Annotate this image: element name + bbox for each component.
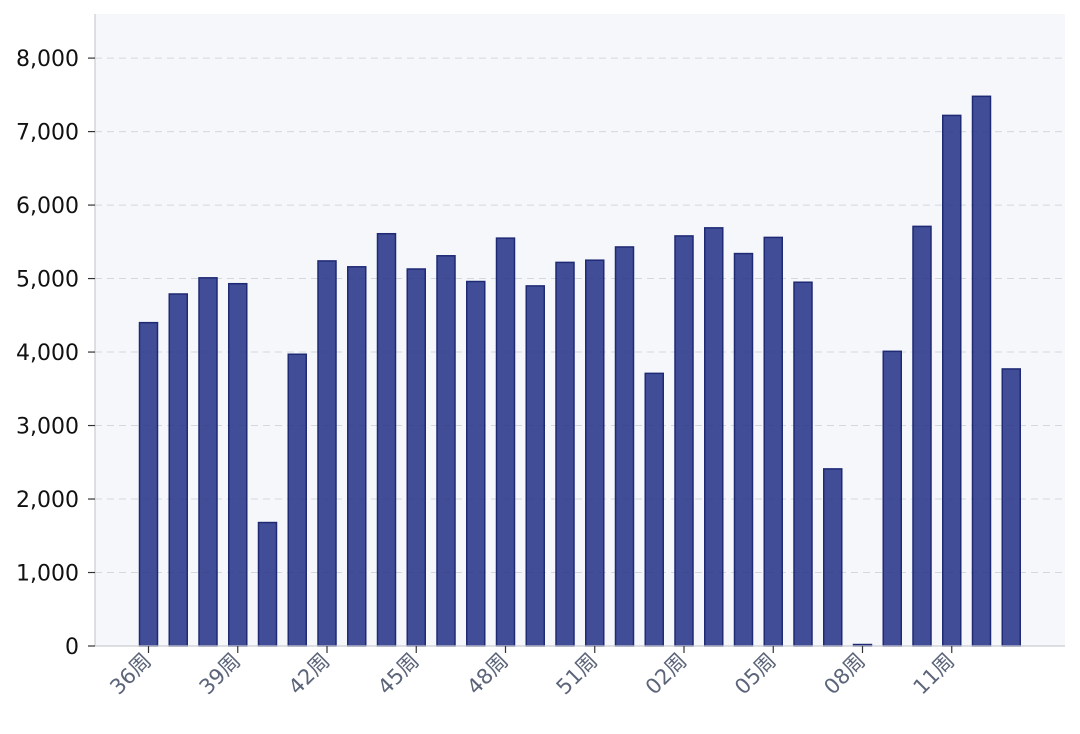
bar — [942, 114, 962, 647]
bar — [704, 227, 724, 647]
y-tick-label: 2,000 — [16, 488, 79, 513]
bar — [228, 282, 248, 647]
y-tick-label: 5,000 — [16, 268, 79, 293]
bar — [912, 225, 932, 647]
bar — [347, 266, 367, 647]
bar — [971, 95, 992, 647]
bar — [555, 261, 575, 647]
bar — [882, 350, 902, 647]
bar — [525, 285, 545, 647]
y-tick-label: 7,000 — [16, 121, 79, 146]
x-tick-label: 48周 — [462, 649, 513, 700]
y-tick-label: 0 — [65, 635, 79, 660]
y-tick-label: 6,000 — [16, 194, 79, 219]
bar — [317, 260, 337, 647]
x-tick-label: 42周 — [284, 649, 335, 700]
plot-background — [95, 14, 1065, 646]
x-tick-label: 51周 — [552, 649, 603, 700]
x-tick-label: 39周 — [195, 649, 246, 700]
y-axis-ticks: 0 1,000 2,000 3,000 4,000 5,000 6,000 7,000 8,00… — [16, 47, 95, 660]
x-tick-label: 45周 — [373, 649, 424, 700]
bar — [793, 281, 813, 647]
bar — [1001, 368, 1021, 647]
bar — [406, 268, 426, 647]
bar — [376, 232, 397, 647]
bar — [644, 372, 664, 647]
y-tick-label: 4,000 — [16, 341, 79, 366]
bar — [257, 521, 278, 647]
y-tick-label: 1,000 — [16, 562, 79, 587]
bar — [823, 468, 843, 647]
gridlines — [95, 57, 1065, 574]
x-tick-label: 05周 — [730, 649, 781, 700]
bar — [466, 280, 486, 647]
bar — [585, 259, 605, 647]
bar — [733, 252, 754, 647]
bar — [614, 246, 635, 647]
x-axis-ticks: 36周 39周 42周 45周 48周 51周 02周 05周 08周 11周 — [105, 646, 959, 699]
bar — [287, 353, 307, 647]
bar — [436, 255, 456, 647]
bar — [138, 321, 159, 647]
y-tick-label: 3,000 — [16, 415, 79, 440]
x-tick-label: 11周 — [909, 649, 960, 700]
x-tick-label: 36周 — [105, 649, 156, 700]
x-tick-label: 02周 — [641, 649, 692, 700]
bar — [495, 237, 516, 647]
bar — [674, 235, 694, 647]
bar — [763, 236, 783, 647]
bar — [198, 277, 218, 647]
y-tick-label: 8,000 — [16, 47, 79, 72]
x-tick-label: 08周 — [819, 649, 870, 700]
bar — [168, 293, 188, 647]
